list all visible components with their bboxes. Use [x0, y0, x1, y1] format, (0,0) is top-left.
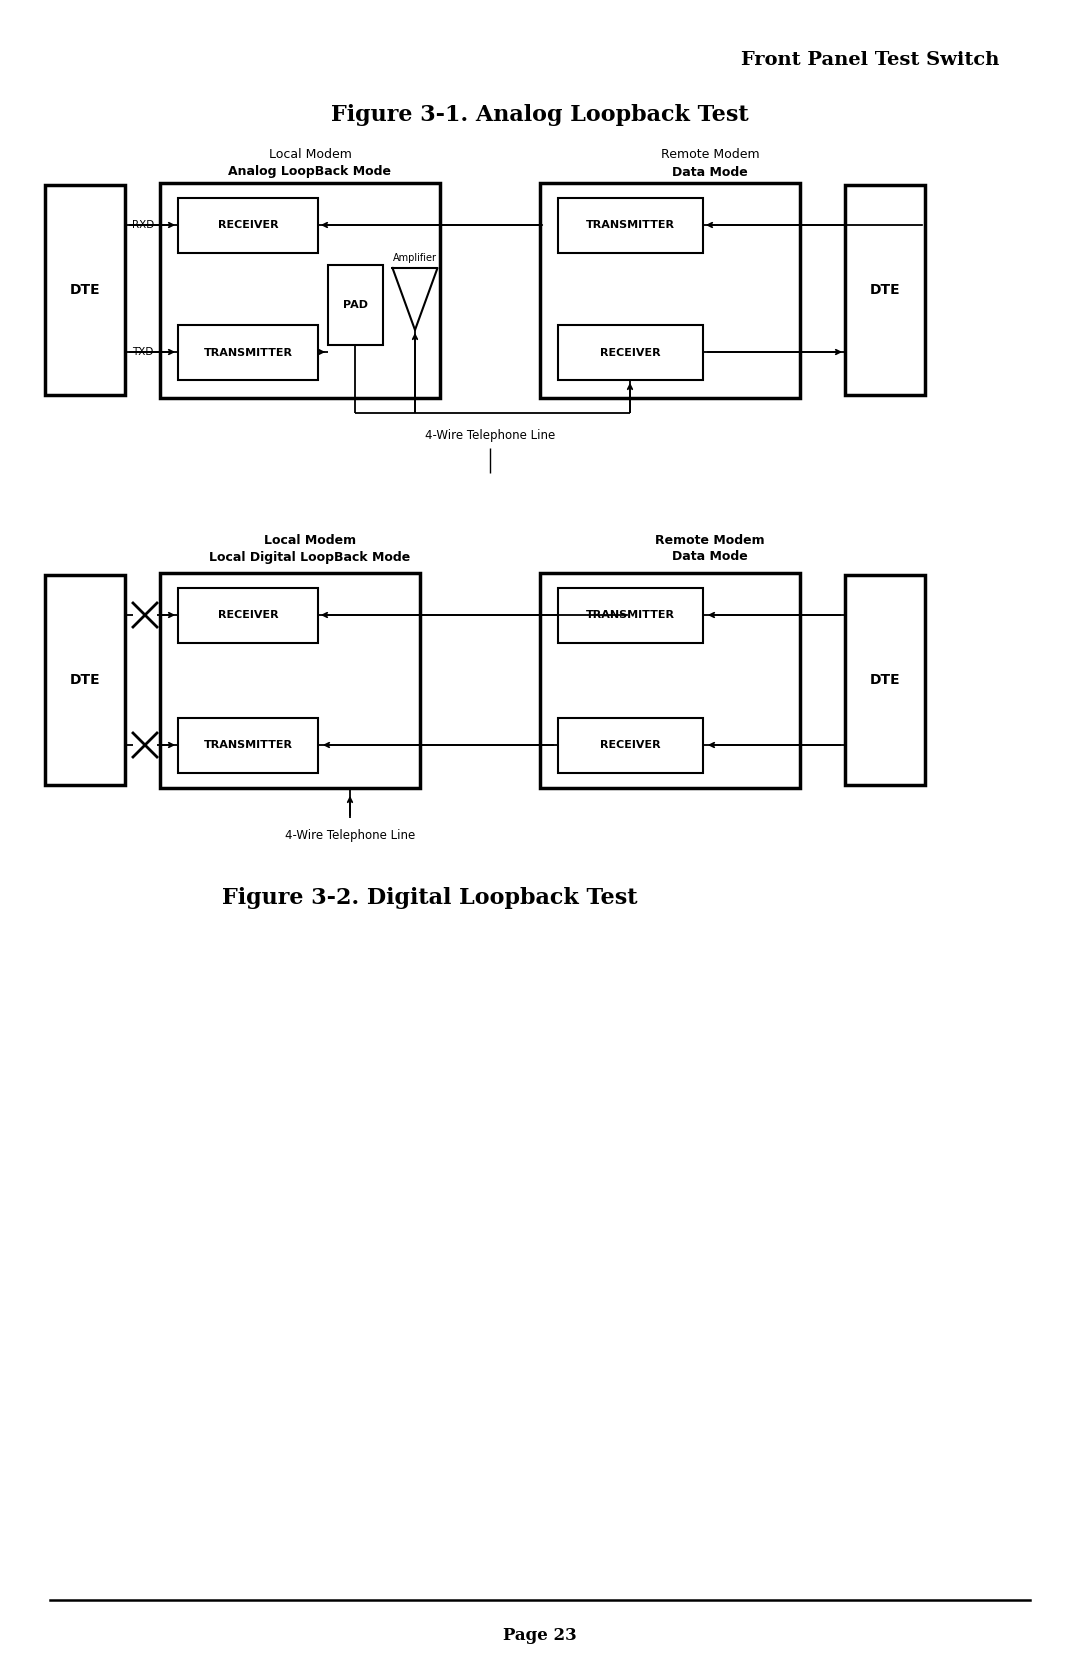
Bar	[178, 325, 318, 381]
Text: Local Digital LoopBack Mode: Local Digital LoopBack Mode	[210, 551, 410, 564]
Text: DTE: DTE	[869, 284, 901, 297]
Text: RECEIVER: RECEIVER	[218, 611, 279, 621]
Text: RECEIVER: RECEIVER	[600, 347, 661, 357]
Text: TRANSMITTER: TRANSMITTER	[203, 347, 293, 357]
Bar	[178, 718, 318, 773]
Text: TRANSMITTER: TRANSMITTER	[586, 611, 675, 621]
Text: RECEIVER: RECEIVER	[600, 741, 661, 751]
Text: TXD: TXD	[133, 347, 153, 357]
Text: Figure 3-1. Analog Loopback Test: Figure 3-1. Analog Loopback Test	[332, 103, 748, 125]
Bar	[558, 199, 703, 254]
Text: Amplifier: Amplifier	[393, 254, 437, 264]
Text: Page 23: Page 23	[503, 1627, 577, 1644]
Text: 4-Wire Telephone Line: 4-Wire Telephone Line	[424, 429, 555, 442]
Bar	[160, 572, 420, 788]
Text: Data Mode: Data Mode	[672, 165, 747, 179]
Polygon shape	[392, 269, 437, 330]
Text: Remote Modem: Remote Modem	[661, 149, 759, 162]
Text: RECEIVER: RECEIVER	[218, 220, 279, 230]
Bar	[558, 718, 703, 773]
Bar	[45, 185, 125, 396]
Text: Remote Modem: Remote Modem	[656, 534, 765, 546]
Bar	[45, 576, 125, 784]
Text: TRANSMITTER: TRANSMITTER	[586, 220, 675, 230]
Text: DTE: DTE	[869, 673, 901, 688]
Text: Data Mode: Data Mode	[672, 551, 747, 564]
Text: TRANSMITTER: TRANSMITTER	[203, 741, 293, 751]
Text: 4-Wire Telephone Line: 4-Wire Telephone Line	[285, 829, 415, 843]
Bar	[558, 325, 703, 381]
Text: Local Modem: Local Modem	[264, 534, 356, 546]
Bar	[540, 572, 800, 788]
Text: Local Modem: Local Modem	[269, 149, 351, 162]
Text: RXD: RXD	[132, 220, 154, 230]
Text: Analog LoopBack Mode: Analog LoopBack Mode	[229, 165, 391, 179]
Text: Figure 3-2. Digital Loopback Test: Figure 3-2. Digital Loopback Test	[222, 886, 638, 910]
Bar	[558, 587, 703, 643]
Bar	[540, 184, 800, 397]
Bar	[328, 265, 383, 345]
Bar	[178, 199, 318, 254]
Text: PAD: PAD	[343, 300, 368, 310]
Text: DTE: DTE	[70, 673, 100, 688]
Text: Front Panel Test Switch: Front Panel Test Switch	[741, 52, 999, 68]
Bar	[845, 185, 924, 396]
Bar	[845, 576, 924, 784]
Text: DTE: DTE	[70, 284, 100, 297]
Bar	[178, 587, 318, 643]
Bar	[160, 184, 440, 397]
